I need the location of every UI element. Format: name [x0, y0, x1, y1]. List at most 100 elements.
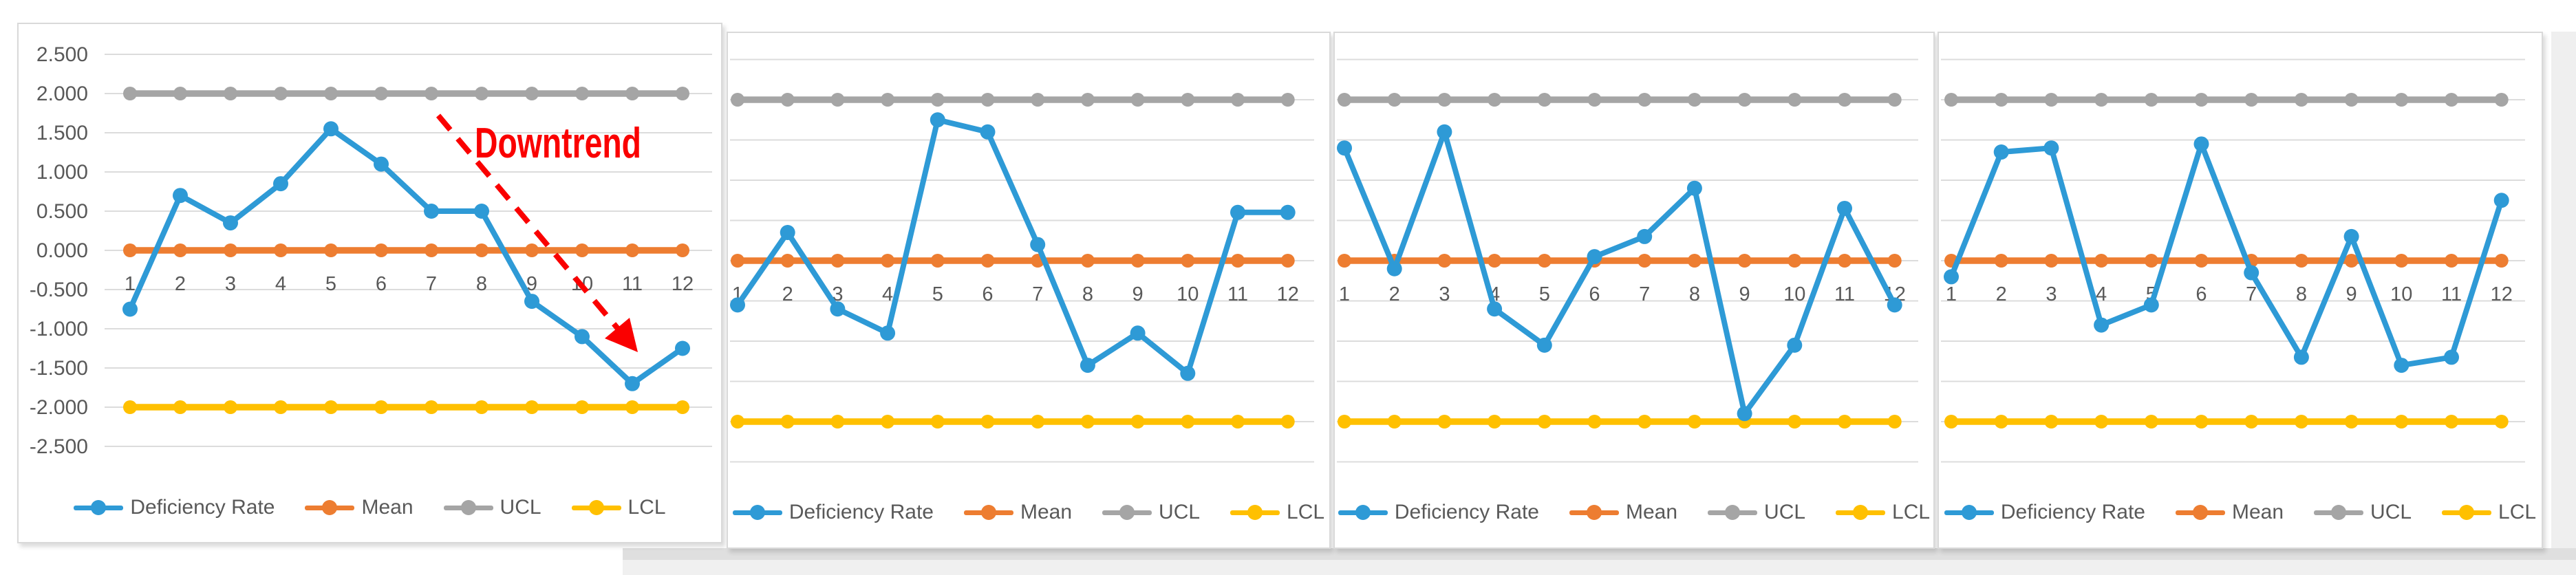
- series-marker-lcl: [224, 400, 237, 414]
- series-marker-ucl: [881, 93, 895, 107]
- series-marker-mean: [575, 243, 589, 257]
- series-marker-mean: [780, 254, 795, 268]
- legend-marker-dot-icon: [2192, 505, 2208, 520]
- series-marker-deficiency-rate: [980, 124, 996, 140]
- x-axis-tick-label: 8: [476, 273, 487, 295]
- series-marker-ucl: [1031, 93, 1045, 107]
- control-chart-panel-1[interactable]: 2.500 2.000 1.500 1.000 0.500 0.000 -0.500 -1.0…: [17, 23, 722, 543]
- legend-item-lcl: LCL: [2442, 501, 2536, 524]
- x-axis-tick-label: 8: [1082, 283, 1093, 305]
- series-marker-deficiency-rate: [1993, 144, 2009, 160]
- series-marker-deficiency-rate: [830, 301, 846, 317]
- series-marker-lcl: [2094, 415, 2109, 428]
- series-marker-mean: [374, 243, 388, 257]
- series-marker-mean: [1437, 254, 1452, 268]
- control-chart-panel-2[interactable]: 1 2 3 4 5 6 7 8 9 10 11 12 Deficiency Rate Mean UCL LC…: [727, 32, 1331, 549]
- legend-marker-icon: [963, 505, 1013, 520]
- y-axis-tick-label: 0.000: [36, 239, 88, 262]
- x-axis-tick-label: 3: [2046, 283, 2057, 305]
- series-marker-mean: [1788, 254, 1802, 268]
- series-marker-ucl: [1130, 93, 1145, 107]
- series-marker-deficiency-rate: [1437, 124, 1452, 140]
- series-marker-mean: [324, 243, 338, 257]
- legend-item-ucl: UCL: [1102, 501, 1200, 524]
- legend-label: Mean: [361, 496, 414, 519]
- series-marker-mean: [425, 243, 438, 257]
- legend-marker-icon: [571, 500, 621, 515]
- series-marker-lcl: [2194, 415, 2209, 428]
- control-chart-panel-4[interactable]: 1 2 3 4 5 6 7 8 9 10 11 12 Deficiency Rate Mean UCL LC…: [1938, 32, 2543, 549]
- series-marker-ucl: [625, 87, 639, 100]
- series-marker-lcl: [2144, 415, 2158, 428]
- x-axis-tick-label: 7: [2246, 283, 2257, 305]
- series-marker-mean: [1638, 254, 1652, 268]
- chart-plot-area-2: 1 2 3 4 5 6 7 8 9 10 11 12: [730, 58, 1314, 463]
- x-axis-tick-label: 3: [225, 273, 236, 295]
- series-marker-lcl: [173, 400, 187, 414]
- series-marker-deficiency-rate: [2444, 349, 2459, 365]
- x-axis-tick-label: 1: [125, 273, 136, 295]
- control-chart-panel-3[interactable]: 1 2 3 4 5 6 7 8 9 10 11 12 Deficiency Rate Mean UCL LC…: [1333, 32, 1935, 549]
- series-marker-deficiency-rate: [323, 121, 339, 137]
- x-axis-tick-label: 4: [2096, 283, 2107, 305]
- series-marker-deficiency-rate: [1787, 337, 1803, 353]
- series-marker-mean: [930, 254, 945, 268]
- y-axis-tick-label: -2.500: [30, 435, 88, 458]
- legend-marker-dot-icon: [460, 500, 476, 515]
- series-marker-deficiency-rate: [2244, 265, 2260, 281]
- series-marker-ucl: [930, 93, 945, 107]
- series-marker-ucl: [2494, 93, 2509, 107]
- series-marker-deficiency-rate: [1686, 180, 1702, 196]
- downtrend-arrowhead-icon: [605, 318, 638, 352]
- series-marker-lcl: [1231, 415, 1245, 428]
- series-marker-ucl: [1181, 93, 1195, 107]
- x-axis-tick-label: 11: [1834, 283, 1855, 305]
- legend-label: Deficiency Rate: [2000, 501, 2145, 523]
- legend-marker-icon: [2175, 505, 2225, 520]
- legend-marker-icon: [1102, 505, 1152, 520]
- chart-plot-area-3: 1 2 3 4 5 6 7 8 9 10 11 12: [1337, 58, 1918, 463]
- x-axis-tick-label: 6: [982, 283, 993, 305]
- series-marker-lcl: [1181, 415, 1195, 428]
- legend-marker-icon: [732, 505, 782, 520]
- series-marker-mean: [1231, 254, 1245, 268]
- series-marker-lcl: [425, 400, 438, 414]
- legend-marker-dot-icon: [749, 505, 765, 520]
- legend-marker-dot-icon: [1853, 505, 1869, 520]
- series-marker-deficiency-rate: [1637, 228, 1653, 244]
- series-marker-deficiency-rate: [1337, 140, 1352, 156]
- series-marker-mean: [1687, 254, 1702, 268]
- series-marker-mean: [2194, 254, 2209, 268]
- legend-marker-dot-icon: [91, 500, 107, 515]
- series-marker-deficiency-rate: [575, 329, 590, 345]
- series-marker-lcl: [980, 415, 995, 428]
- series-marker-ucl: [1638, 93, 1652, 107]
- legend-label: LCL: [2498, 501, 2537, 523]
- legend-marker-dot-icon: [1247, 505, 1263, 520]
- x-axis-tick-label: 12: [1277, 283, 1299, 305]
- series-marker-ucl: [123, 87, 137, 100]
- series-marker-lcl: [123, 400, 137, 414]
- legend-label: Mean: [1020, 501, 1073, 523]
- series-marker-ucl: [2144, 93, 2158, 107]
- legend-item-deficiency-rate: Deficiency Rate: [74, 496, 275, 519]
- x-axis-tick-label: 9: [1739, 283, 1750, 305]
- x-axis-tick-label: 9: [2346, 283, 2357, 305]
- series-marker-mean: [1080, 254, 1095, 268]
- series-marker-mean: [123, 243, 137, 257]
- series-marker-deficiency-rate: [880, 325, 896, 341]
- chart-legend-4: Deficiency Rate Mean UCL LCL: [1939, 501, 2542, 524]
- x-axis-tick-label: 5: [1539, 283, 1550, 305]
- series-marker-mean: [2494, 254, 2509, 268]
- y-axis-tick-label: -1.000: [30, 318, 88, 340]
- series-marker-deficiency-rate: [1280, 204, 1296, 220]
- series-marker-deficiency-rate: [273, 176, 288, 192]
- series-marker-ucl: [2394, 93, 2409, 107]
- chart-legend-2: Deficiency Rate Mean UCL LCL: [728, 501, 1329, 524]
- series-marker-lcl: [1280, 415, 1295, 428]
- legend-label: Deficiency Rate: [130, 496, 275, 519]
- sheet-gray-band-light: [623, 560, 2576, 575]
- x-axis-tick-label: 10: [1783, 283, 1805, 305]
- series-marker-deficiency-rate: [730, 297, 745, 313]
- series-marker-lcl: [1437, 415, 1452, 428]
